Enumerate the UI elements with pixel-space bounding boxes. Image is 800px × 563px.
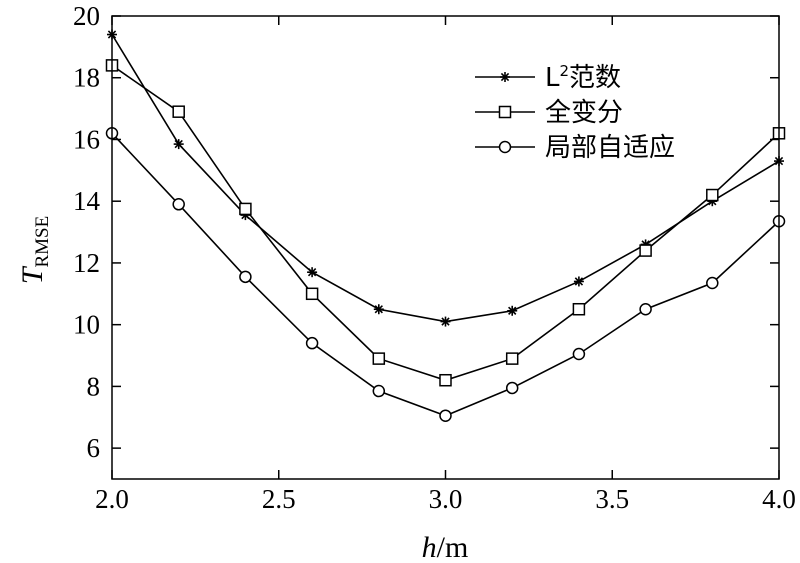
- legend-label: 局部自适应: [545, 133, 675, 163]
- legend-label: L2范数: [545, 62, 621, 93]
- x-tick-label: 2.0: [95, 484, 129, 514]
- data-point: [172, 105, 185, 118]
- series-line: [111, 34, 780, 323]
- data-point: [706, 276, 719, 290]
- data-point: [305, 336, 319, 350]
- data-point: [639, 302, 652, 316]
- x-tick-label: 4.0: [762, 484, 796, 514]
- series-line: [111, 132, 780, 417]
- ticks-layer: 2.0 2.5 3.0 3.5 4.0 6 8 10 12 14 16 18 20: [73, 1, 796, 514]
- y-tick-label: 8: [87, 371, 101, 401]
- y-axis-label: TRMSE: [16, 216, 53, 284]
- y-axis-label-sub: RMSE: [32, 216, 53, 268]
- data-point: [439, 409, 452, 422]
- series-1: [107, 29, 784, 327]
- x-tick-label: 3.5: [595, 484, 629, 514]
- y-tick-label: 16: [73, 124, 100, 154]
- y-tick-label: 20: [73, 1, 100, 31]
- x-tick-label: 2.5: [262, 484, 296, 514]
- series-line: [111, 64, 780, 382]
- data-point: [572, 302, 586, 316]
- y-tick-label: 10: [73, 310, 100, 340]
- data-point: [505, 352, 519, 365]
- legend-marker: [500, 72, 510, 82]
- data-point: [572, 347, 586, 361]
- data-point: [172, 198, 185, 211]
- plot-frame: [111, 15, 780, 480]
- data-point: [573, 276, 584, 287]
- data-point: [372, 384, 386, 398]
- data-point: [505, 381, 519, 395]
- legend-entry-2: 全变分: [475, 98, 623, 128]
- data-point: [440, 316, 451, 327]
- data-point: [507, 305, 518, 316]
- data-point: [239, 202, 252, 216]
- legend-entry-1: L2范数: [475, 62, 621, 93]
- data-point: [639, 244, 652, 257]
- x-axis-label-italic: h: [422, 531, 437, 563]
- x-axis-label: h/m: [422, 531, 469, 563]
- y-tick-label: 14: [73, 186, 101, 216]
- data-point: [439, 373, 452, 387]
- legend-marker: [498, 105, 512, 119]
- y-tick-label: 12: [73, 248, 100, 278]
- legend-entry-3: 局部自适应: [475, 133, 675, 163]
- x-axis-label-rest: /m: [437, 531, 469, 563]
- data-point: [307, 267, 318, 278]
- series-layer: [105, 29, 786, 422]
- y-axis-label-main: T: [16, 265, 49, 284]
- data-point: [305, 287, 319, 301]
- data-point: [173, 139, 184, 150]
- x-tick-label: 3.0: [429, 484, 463, 514]
- data-point: [373, 304, 384, 315]
- series-2: [105, 59, 786, 387]
- data-point: [372, 352, 386, 365]
- data-point: [239, 270, 252, 284]
- data-point: [706, 188, 719, 202]
- y-tick-label: 18: [73, 63, 100, 93]
- y-tick-label: 6: [87, 433, 101, 463]
- legend-label: 全变分: [545, 98, 623, 128]
- legend-marker: [498, 140, 512, 154]
